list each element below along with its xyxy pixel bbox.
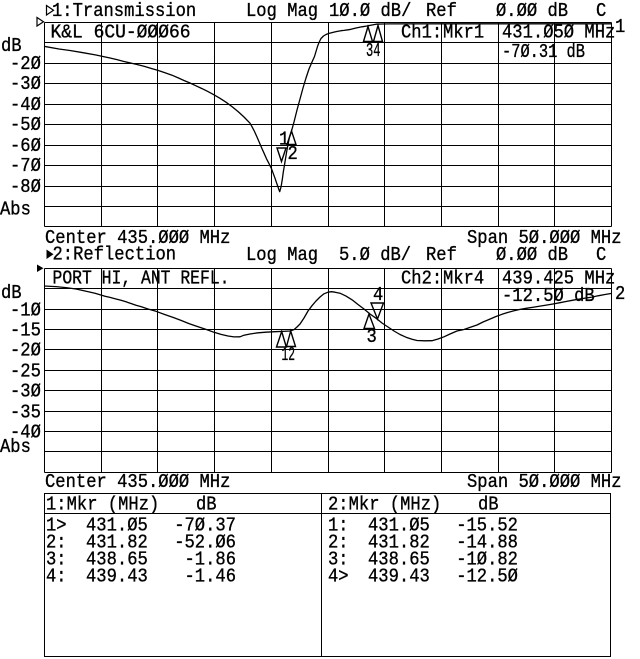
svg-text:-25: -25 <box>10 361 41 383</box>
svg-text:1:Transmission: 1:Transmission <box>52 0 196 22</box>
svg-text:12: 12 <box>282 344 296 366</box>
svg-text:1:: 1: <box>328 515 349 537</box>
svg-text:-4Ø: -4Ø <box>10 94 41 116</box>
svg-text:C: C <box>596 244 606 266</box>
svg-text:Ch1:: Ch1: <box>401 22 442 44</box>
svg-text:439.425 MHz: 439.425 MHz <box>502 268 615 290</box>
svg-text:-5Ø: -5Ø <box>10 114 41 136</box>
svg-text:-8Ø: -8Ø <box>10 176 41 198</box>
svg-text:-15.52: -15.52 <box>456 515 518 537</box>
svg-text:3:: 3: <box>46 549 67 571</box>
svg-text:Abs: Abs <box>0 199 31 221</box>
svg-text:-4Ø: -4Ø <box>10 422 41 444</box>
svg-text:1Ø.Ø dB/: 1Ø.Ø dB/ <box>329 0 411 22</box>
svg-text:Log Mag: Log Mag <box>246 244 318 266</box>
svg-text:4>: 4> <box>328 566 349 588</box>
svg-text:431.Ø5: 431.Ø5 <box>86 515 148 537</box>
svg-text:-12.5Ø dB: -12.5Ø dB <box>502 285 595 307</box>
svg-text:439.43: 439.43 <box>368 566 430 588</box>
svg-text:4: 4 <box>373 284 383 306</box>
svg-text:439.43: 439.43 <box>86 566 148 588</box>
svg-text:-2Ø: -2Ø <box>10 53 41 75</box>
svg-text:431.Ø5: 431.Ø5 <box>368 515 430 537</box>
svg-text:-1Ø: -1Ø <box>10 300 41 322</box>
svg-text:Ref: Ref <box>426 0 457 22</box>
svg-text:3: 3 <box>367 326 377 348</box>
svg-text:Span 5Ø.ØØØ MHz: Span 5Ø.ØØØ MHz <box>467 227 622 249</box>
svg-text:PORT HI, ANT REFL.: PORT HI, ANT REFL. <box>53 268 230 290</box>
svg-text:-1.46: -1.46 <box>185 566 237 588</box>
svg-text:-15: -15 <box>10 320 41 342</box>
svg-text:1:Mkr (MHz): 1:Mkr (MHz) <box>46 494 159 516</box>
svg-text:431.82: 431.82 <box>368 532 430 554</box>
svg-text:-12.5Ø: -12.5Ø <box>456 566 518 588</box>
svg-text:-1.86: -1.86 <box>185 549 237 571</box>
svg-text:1: 1 <box>279 129 289 151</box>
svg-text:-7Ø.37: -7Ø.37 <box>174 515 236 537</box>
svg-text:-3Ø: -3Ø <box>10 73 41 95</box>
svg-text:-7Ø: -7Ø <box>10 155 41 177</box>
svg-text:-3Ø: -3Ø <box>10 381 41 403</box>
svg-text:-2Ø: -2Ø <box>10 340 41 362</box>
svg-text:-35: -35 <box>10 402 41 424</box>
svg-text:Ref: Ref <box>426 244 457 266</box>
svg-text:431.82: 431.82 <box>86 532 148 554</box>
svg-text:2:: 2: <box>46 532 67 554</box>
svg-text:dB: dB <box>196 494 217 516</box>
svg-text:2: 2 <box>615 283 625 305</box>
svg-text:2:Reflection: 2:Reflection <box>53 244 177 266</box>
svg-text:-52.Ø6: -52.Ø6 <box>174 532 236 554</box>
svg-text:1: 1 <box>615 16 625 38</box>
svg-text:-14.88: -14.88 <box>456 532 518 554</box>
svg-text:-7Ø.31 dB: -7Ø.31 dB <box>502 41 585 63</box>
svg-text:1>: 1> <box>46 515 67 537</box>
svg-text:2:Mkr (MHz): 2:Mkr (MHz) <box>328 494 441 516</box>
svg-text:dB: dB <box>1 35 22 57</box>
svg-text:dB: dB <box>478 494 499 516</box>
svg-text:5.Ø dB/: 5.Ø dB/ <box>339 244 411 266</box>
svg-text:3:: 3: <box>328 549 349 571</box>
svg-text:438.65: 438.65 <box>86 549 148 571</box>
svg-text:C: C <box>596 0 606 22</box>
svg-text:dB: dB <box>1 282 22 304</box>
svg-text:Ø.ØØ dB: Ø.ØØ dB <box>496 0 568 22</box>
svg-text:438.65: 438.65 <box>368 549 430 571</box>
svg-text:Span 5Ø.ØØØ MHz: Span 5Ø.ØØØ MHz <box>467 471 622 493</box>
svg-text:-6Ø: -6Ø <box>10 135 41 157</box>
svg-text:Ø.ØØ dB: Ø.ØØ dB <box>496 244 568 266</box>
svg-text:Mkr4: Mkr4 <box>443 268 484 290</box>
svg-text:Mkr1: Mkr1 <box>443 22 484 44</box>
svg-text:K&L 6CU-ØØØ66: K&L 6CU-ØØØ66 <box>51 22 191 44</box>
svg-text:431.Ø5Ø MHz: 431.Ø5Ø MHz <box>502 22 615 44</box>
svg-text:Abs: Abs <box>0 436 31 458</box>
svg-text:2: 2 <box>288 143 298 165</box>
svg-text:Center 435.ØØØ MHz: Center 435.ØØØ MHz <box>45 471 230 493</box>
svg-text:34: 34 <box>366 40 381 62</box>
svg-text:Log Mag: Log Mag <box>246 0 318 22</box>
svg-text:Ch2:: Ch2: <box>401 268 442 290</box>
svg-text:2:: 2: <box>328 532 349 554</box>
svg-text:4:: 4: <box>46 566 67 588</box>
svg-text:Center 435.ØØØ MHz: Center 435.ØØØ MHz <box>45 227 230 249</box>
svg-text:-1Ø.82: -1Ø.82 <box>456 549 518 571</box>
